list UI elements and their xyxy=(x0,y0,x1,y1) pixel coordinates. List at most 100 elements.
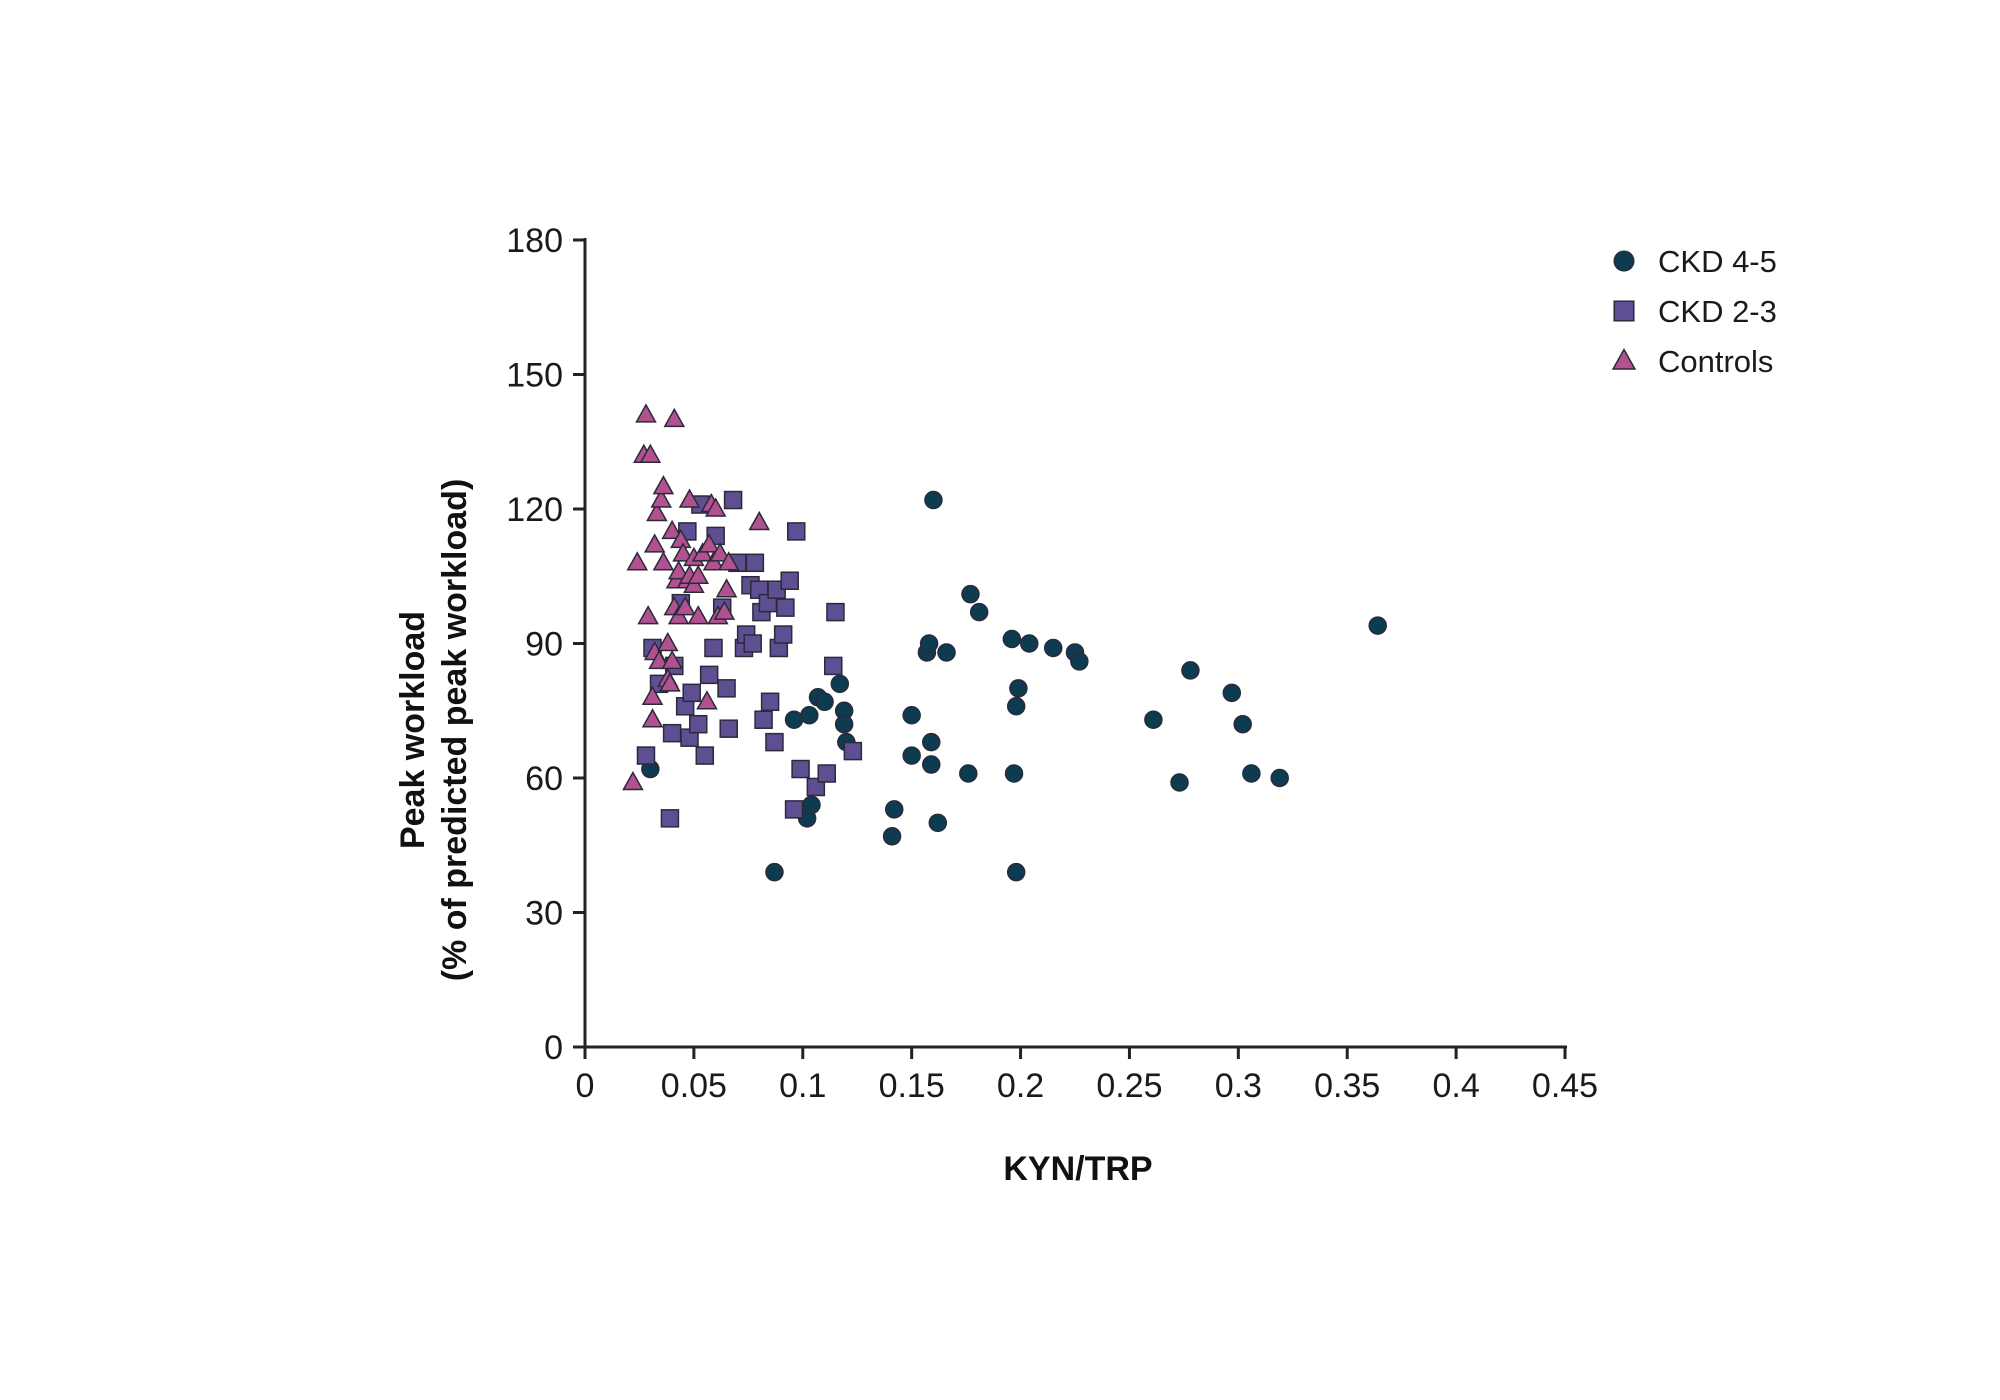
point-ckd-2-3 xyxy=(843,741,863,761)
x-tick-label: 0.3 xyxy=(1215,1067,1262,1105)
point-ckd-4-5 xyxy=(961,584,980,604)
point-ckd-2-3 xyxy=(636,746,656,765)
point-ckd-4-5 xyxy=(784,710,804,729)
legend-marker-ckd-2-3 xyxy=(1613,300,1635,322)
point-ckd-2-3 xyxy=(776,598,795,617)
point-ckd-2-3 xyxy=(786,522,806,541)
x-tick-label: 0 xyxy=(576,1067,595,1105)
point-ckd-4-5 xyxy=(919,634,939,653)
point-ckd-4-5 xyxy=(924,490,943,510)
point-ckd-4-5 xyxy=(1170,773,1189,792)
point-ckd-4-5 xyxy=(902,705,921,725)
point-controls xyxy=(641,708,664,728)
point-controls xyxy=(635,403,657,423)
point-ckd-2-3 xyxy=(699,665,719,685)
point-ckd-2-3 xyxy=(760,692,780,712)
x-tick-label: 0.45 xyxy=(1532,1067,1598,1105)
point-ckd-4-5 xyxy=(1006,862,1026,882)
point-ckd-2-3 xyxy=(695,746,715,765)
point-controls xyxy=(687,605,710,625)
point-ckd-4-5 xyxy=(922,755,941,774)
data-points xyxy=(622,403,1387,882)
point-ckd-2-3 xyxy=(784,800,804,819)
point-ckd-2-3 xyxy=(765,732,784,752)
point-controls xyxy=(622,770,644,791)
point-ckd-4-5 xyxy=(830,674,850,694)
x-tick-label: 0.2 xyxy=(997,1067,1044,1105)
point-ckd-4-5 xyxy=(802,795,821,815)
point-ckd-4-5 xyxy=(1368,616,1387,635)
point-ckd-4-5 xyxy=(928,813,948,833)
point-controls xyxy=(717,551,740,571)
point-controls xyxy=(641,685,664,706)
point-ckd-4-5 xyxy=(1270,768,1289,788)
point-controls xyxy=(678,488,701,508)
point-controls xyxy=(637,605,659,625)
point-ckd-2-3 xyxy=(754,710,773,729)
point-ckd-2-3 xyxy=(682,683,701,703)
point-ckd-4-5 xyxy=(1002,629,1022,649)
point-controls xyxy=(626,551,649,571)
point-controls xyxy=(715,578,738,598)
point-controls xyxy=(667,560,690,580)
point-ckd-2-3 xyxy=(773,625,793,644)
point-ckd-2-3 xyxy=(745,553,765,573)
point-ckd-2-3 xyxy=(719,719,738,738)
point-ckd-4-5 xyxy=(922,732,941,752)
point-controls xyxy=(672,542,694,562)
point-ckd-2-3 xyxy=(662,723,682,743)
legend-marker-ckd-4-5 xyxy=(1613,250,1635,272)
y-tick-label: 120 xyxy=(506,491,563,529)
y-tick-label: 90 xyxy=(525,626,563,664)
point-ckd-4-5 xyxy=(1006,697,1026,716)
point-controls xyxy=(709,542,731,562)
point-ckd-4-5 xyxy=(1004,764,1024,783)
point-ckd-4-5 xyxy=(882,827,902,846)
y-axis-title-line-2: (% of predicted peak workload) xyxy=(436,479,474,982)
point-ckd-2-3 xyxy=(660,809,680,828)
legend-label-ckd-2-3: CKD 2-3 xyxy=(1658,294,1777,329)
point-ckd-4-5 xyxy=(1020,634,1039,653)
point-ckd-4-5 xyxy=(959,764,978,783)
y-tick-label: 150 xyxy=(506,357,563,395)
point-controls xyxy=(713,600,736,620)
point-controls xyxy=(748,510,771,531)
legend-label-ckd-4-5: CKD 4-5 xyxy=(1658,244,1777,279)
x-tick-label: 0.4 xyxy=(1432,1067,1479,1105)
y-axis-title-line-1: Peak workload xyxy=(394,611,432,849)
point-controls xyxy=(648,649,670,670)
x-tick-label: 0.15 xyxy=(879,1067,945,1105)
point-ckd-4-5 xyxy=(1222,683,1242,703)
point-controls xyxy=(650,488,673,508)
point-controls xyxy=(704,497,727,517)
x-tick-label: 0.35 xyxy=(1314,1067,1380,1105)
point-controls xyxy=(661,519,683,540)
point-ckd-4-5 xyxy=(969,602,989,622)
y-tick-label: 180 xyxy=(506,222,563,260)
point-ckd-4-5 xyxy=(884,800,904,819)
legend-marker-controls xyxy=(1611,347,1637,370)
y-tick-label: 30 xyxy=(525,895,563,933)
x-tick-label: 0.1 xyxy=(779,1067,826,1105)
point-ckd-2-3 xyxy=(723,490,743,510)
point-controls xyxy=(646,501,668,522)
point-ckd-4-5 xyxy=(1009,679,1028,698)
point-ckd-4-5 xyxy=(800,705,819,725)
point-ckd-4-5 xyxy=(1144,710,1163,729)
y-axis-title: Peak workload (% of predicted peak workl… xyxy=(394,479,474,982)
point-ckd-2-3 xyxy=(688,714,708,734)
point-ckd-4-5 xyxy=(765,862,784,882)
point-ckd-4-5 xyxy=(937,643,956,662)
axes: 0 0.05 0.1 0.15 0.2 0.25 0.3 0.35 0.4 0.45 0 30 60 90… xyxy=(506,222,1598,1105)
point-controls xyxy=(652,475,675,495)
x-tick-label: 0.05 xyxy=(661,1067,727,1105)
point-ckd-4-5 xyxy=(902,746,921,765)
y-tick-label: 0 xyxy=(544,1029,563,1067)
point-controls xyxy=(656,631,679,652)
point-ckd-2-3 xyxy=(824,656,843,676)
point-controls xyxy=(698,533,720,553)
legend-label-controls: Controls xyxy=(1658,344,1773,379)
point-controls xyxy=(639,443,662,463)
point-ckd-2-3 xyxy=(826,602,845,622)
